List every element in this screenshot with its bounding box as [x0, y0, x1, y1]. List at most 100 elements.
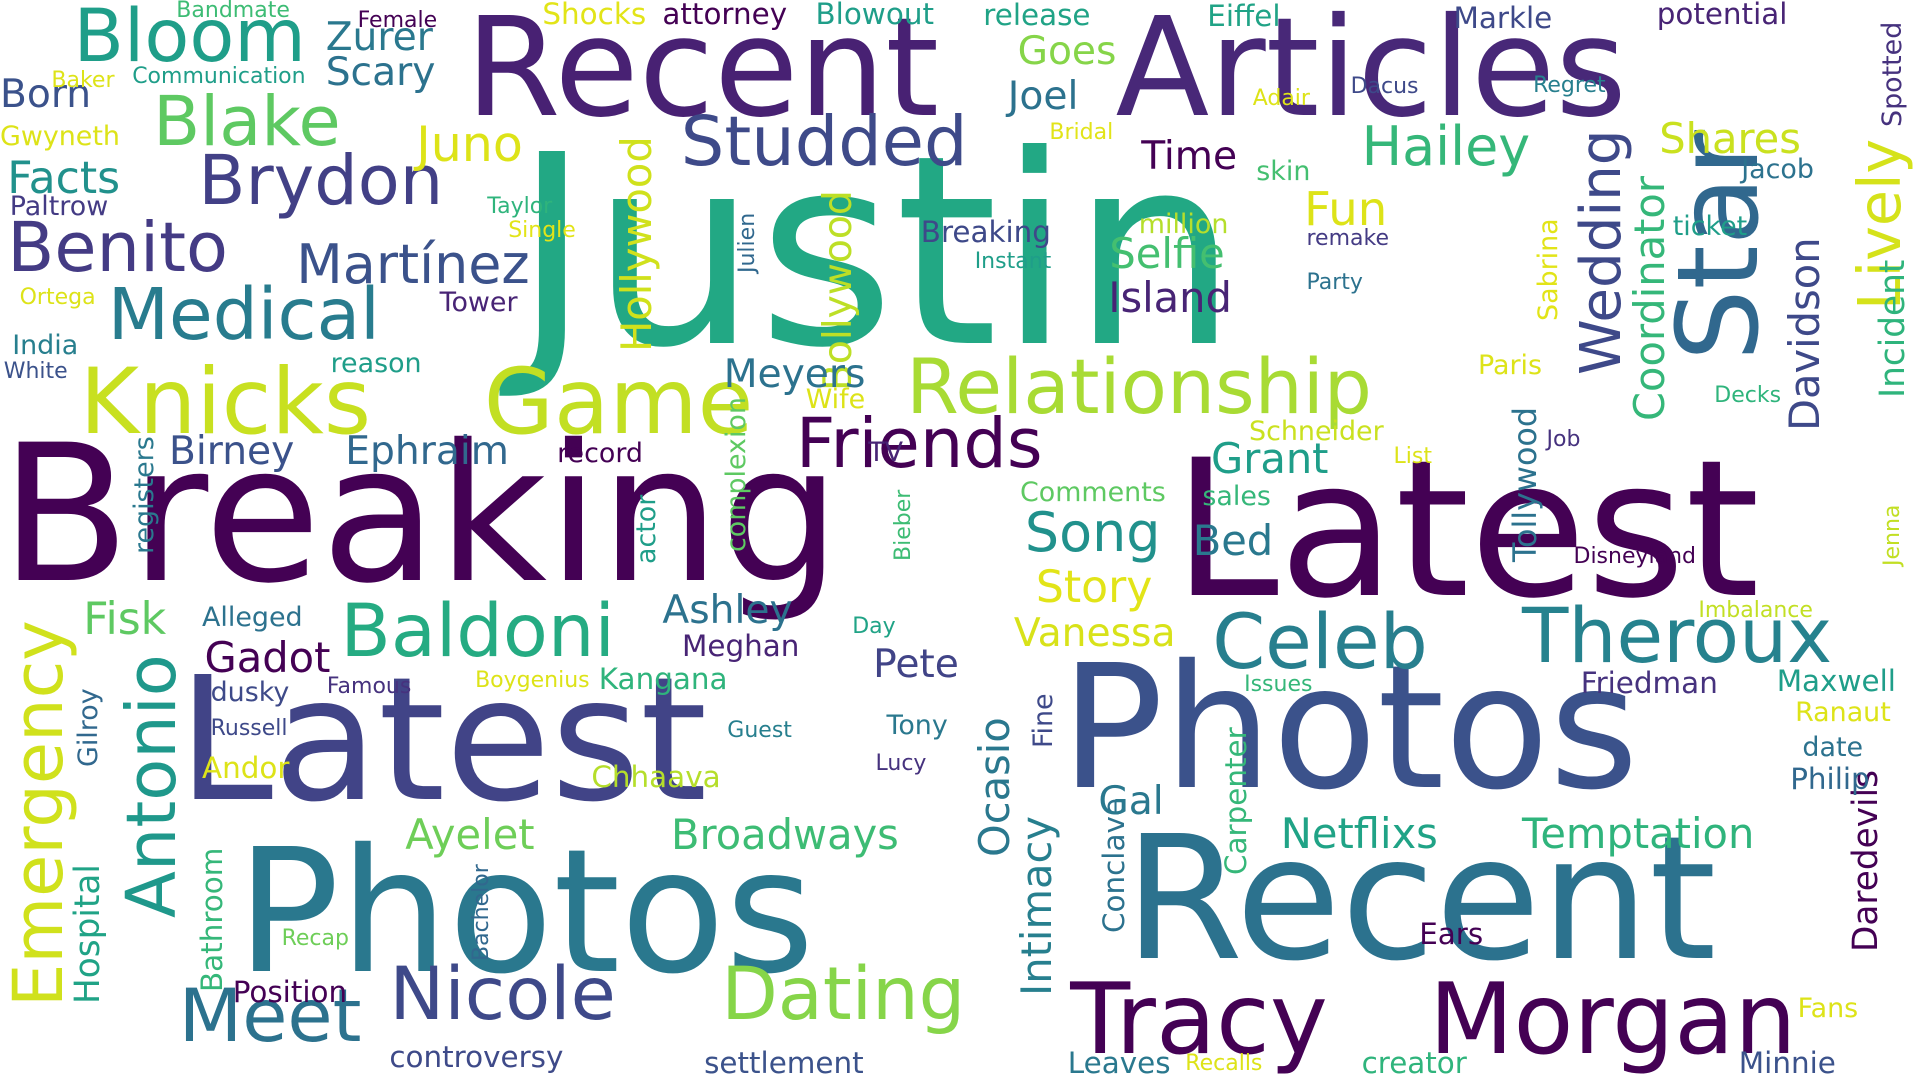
cloud-word: Lucy	[875, 751, 927, 777]
cloud-word: Regret	[1533, 72, 1606, 98]
cloud-word: Intimacy	[1012, 815, 1062, 996]
cloud-word: Bachelor	[469, 864, 495, 962]
cloud-word: Theroux	[1522, 591, 1833, 680]
cloud-word: Emergency	[0, 619, 79, 1007]
cloud-word: ticket	[1672, 211, 1748, 243]
cloud-word: Latest	[177, 641, 708, 841]
cloud-word: date	[1802, 731, 1864, 763]
cloud-word: Instant	[974, 249, 1052, 274]
cloud-word: Bathroom	[195, 847, 230, 992]
cloud-word: Grant	[1211, 434, 1329, 484]
cloud-word: Breaking	[0, 404, 841, 625]
cloud-word: Ocasio	[969, 717, 1019, 858]
cloud-word: Medical	[107, 273, 380, 357]
cloud-word: registers	[129, 435, 161, 554]
cloud-word: TV	[868, 436, 904, 468]
cloud-word: Communication	[132, 64, 306, 90]
cloud-word: Recalls	[1185, 1051, 1263, 1077]
cloud-word: Schneider	[1249, 415, 1384, 447]
cloud-word: Comments	[1020, 477, 1166, 508]
cloud-word: dusky	[210, 676, 290, 708]
cloud-word: Gilroy	[72, 688, 104, 767]
cloud-word: Friedman	[1580, 665, 1718, 700]
cloud-word: Recent	[465, 0, 940, 148]
cloud-word: Daredevils	[1846, 770, 1886, 953]
cloud-word: Ayelet	[405, 810, 535, 860]
cloud-word: White	[3, 359, 68, 385]
cloud-word: settlement	[704, 1046, 864, 1080]
cloud-word: Bieber	[890, 489, 916, 562]
cloud-word: Tracy	[1070, 963, 1328, 1077]
cloud-word: Markle	[1453, 0, 1553, 35]
cloud-word: Fun	[1304, 182, 1388, 237]
cloud-word: Decks	[1714, 382, 1782, 408]
cloud-word: Philip	[1790, 762, 1870, 797]
cloud-word: Knicks	[79, 349, 372, 455]
cloud-word: complexion	[720, 396, 752, 552]
cloud-word: Photos	[1060, 628, 1639, 828]
cloud-word: Hospital	[68, 864, 108, 1005]
cloud-word: Boygenius	[475, 667, 590, 693]
cloud-word: Fine	[1028, 693, 1059, 748]
cloud-word: Articles	[1115, 0, 1627, 148]
cloud-word: Wedding	[1568, 129, 1634, 376]
cloud-word: Russell	[210, 715, 288, 741]
cloud-word: Gadot	[204, 632, 331, 682]
cloud-word: Imbalance	[1698, 598, 1813, 623]
cloud-word: Dating	[721, 951, 966, 1037]
cloud-word: Relationship	[906, 343, 1372, 432]
cloud-word: Ortega	[19, 284, 96, 310]
cloud-word: Song	[1024, 500, 1161, 564]
cloud-word: Bed	[1192, 516, 1274, 566]
cloud-word: Scary	[325, 49, 436, 95]
cloud-word: Issues	[1244, 671, 1313, 697]
cloud-word: Recent	[1124, 800, 1717, 1000]
cloud-word: Island	[1108, 272, 1232, 322]
cloud-word: Single	[508, 218, 576, 244]
cloud-word: Shares	[1659, 113, 1801, 163]
cloud-word: Breaking	[920, 215, 1051, 249]
cloud-word: Maxwell	[1776, 664, 1896, 699]
cloud-word: Benito	[7, 208, 228, 289]
cloud-word: Facts	[7, 152, 121, 204]
cloud-word: Bloom	[73, 0, 306, 79]
cloud-word: Netflixs	[1280, 809, 1438, 859]
cloud-word: controversy	[389, 1040, 564, 1075]
cloud-word: Blake	[153, 82, 341, 163]
cloud-word: List	[1393, 443, 1432, 469]
cloud-word: Juno	[416, 116, 523, 173]
cloud-word: Game	[483, 349, 754, 455]
cloud-word: release	[983, 0, 1091, 33]
cloud-word: Bridal	[1049, 120, 1114, 146]
cloud-word: Story	[1035, 561, 1153, 613]
cloud-word: Leaves	[1067, 1046, 1171, 1080]
cloud-word: Hailey	[1361, 115, 1531, 178]
cloud-word: Day	[852, 613, 896, 639]
cloud-word: Ashley	[662, 588, 793, 634]
cloud-word: Female	[357, 7, 438, 33]
cloud-word: actor	[631, 494, 663, 564]
cloud-word: record	[557, 437, 643, 469]
cloud-word: Tony	[886, 709, 948, 741]
cloud-word: Goes	[1017, 28, 1117, 74]
cloud-word: Sabrina	[1532, 217, 1564, 321]
cloud-word: Guest	[727, 718, 792, 743]
cloud-word: Ephraim	[345, 429, 509, 475]
cloud-word: Tollywood	[1506, 406, 1544, 562]
cloud-word: Paris	[1478, 349, 1543, 381]
cloud-word: Fans	[1797, 992, 1859, 1024]
cloud-word: Brydon	[198, 140, 444, 221]
cloud-word: Meghan	[682, 628, 800, 663]
cloud-word: million	[1138, 208, 1229, 240]
cloud-word: Famous	[326, 673, 412, 699]
cloud-word: Taylor	[487, 193, 553, 219]
cloud-word: Zurer	[325, 15, 433, 61]
cloud-word: Minnie	[1738, 1046, 1836, 1080]
cloud-word: Tower	[439, 287, 518, 319]
cloud-word: Blowout	[815, 0, 934, 31]
cloud-word: creator	[1361, 1046, 1467, 1080]
cloud-word: remake	[1306, 225, 1390, 251]
cloud-word: Meet	[178, 973, 362, 1059]
cloud-word: Adair	[1252, 86, 1310, 112]
